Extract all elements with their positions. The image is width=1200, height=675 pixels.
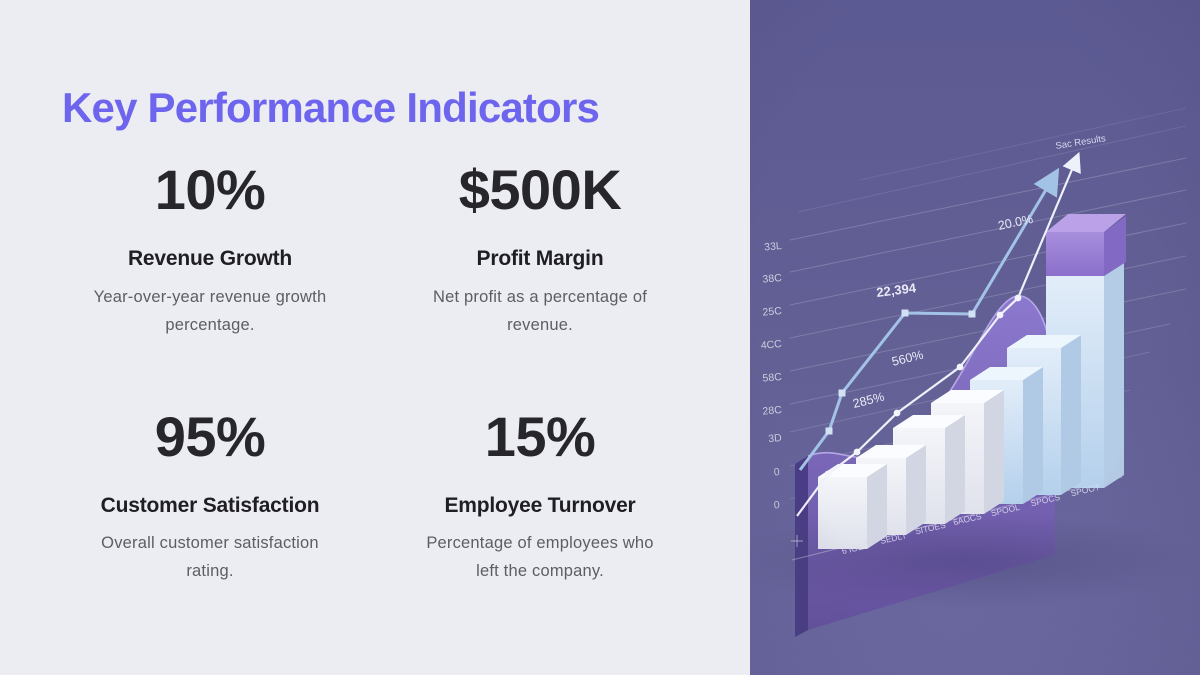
stat-label: Revenue Growth (127, 247, 293, 271)
chart-3d-illustration: 33L 38C 25C 4CC 58C 28C 3D 0 0 (750, 0, 1200, 675)
stat-label: Profit Margin (476, 247, 604, 271)
page-title: Key Performance Indicators (62, 84, 600, 131)
stat-value: 95% (154, 404, 266, 468)
stat-profit-margin: $500K Profit Margin Net profit as a perc… (375, 158, 705, 339)
stats-grid: 10% Revenue Growth Year-over-year revenu… (45, 158, 705, 585)
stat-description: Overall customer satisfaction rating. (101, 534, 319, 581)
stat-label: Employee Turnover (444, 493, 636, 517)
stat-employee-turnover: 15% Employee Turnover Percentage of empl… (375, 405, 705, 586)
stat-value: 10% (154, 158, 266, 221)
stat-description: Percentage of employees who left the com… (426, 534, 654, 581)
stat-description: Net profit as a percentage of revenue. (432, 287, 647, 334)
stat-value: 15% (484, 404, 596, 468)
vignette-overlay (750, 0, 1200, 675)
stat-customer-satisfaction: 95% Customer Satisfaction Overall custom… (45, 405, 375, 586)
chart-illustration-panel: 33L 38C 25C 4CC 58C 28C 3D 0 0 (750, 0, 1200, 675)
stat-description: Year-over-year revenue growth percentage… (93, 287, 327, 334)
stat-revenue-growth: 10% Revenue Growth Year-over-year revenu… (45, 158, 375, 339)
stat-label: Customer Satisfaction (100, 493, 320, 517)
content-panel: Key Performance Indicators 10% Revenue G… (45, 84, 705, 585)
stat-value: $500K (458, 158, 622, 221)
